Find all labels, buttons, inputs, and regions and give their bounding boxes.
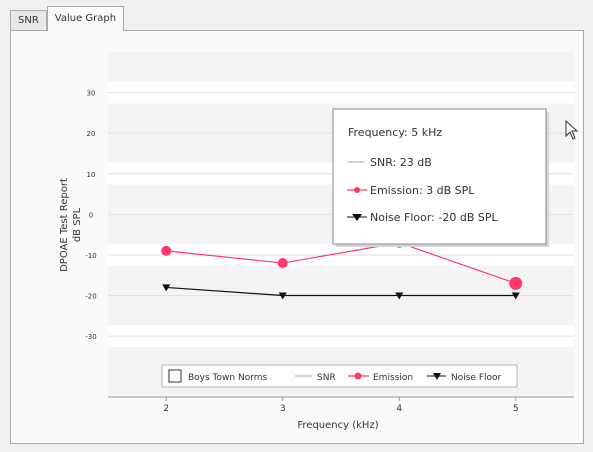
tooltip-emission-text: Emission: 3 dB SPL (370, 184, 475, 197)
legend-label-emission: Emission (373, 373, 413, 383)
y-tick-label: 30 (87, 90, 96, 98)
noise-floor-point[interactable] (395, 292, 404, 300)
tab-bar: SNR Value Graph (10, 6, 125, 31)
emission-point[interactable] (277, 258, 288, 269)
y-tick-label: -10 (85, 252, 96, 260)
y-axis-label-line2: dB SPL (72, 207, 83, 242)
emission-point[interactable] (509, 276, 523, 290)
legend: Boys Town Norms SNR Emission Noise Floor (161, 364, 518, 388)
y-tick-label: 20 (87, 130, 96, 138)
noise-floor-point[interactable] (278, 292, 287, 300)
y-tick-label: -20 (85, 293, 96, 301)
x-tick-label: 4 (396, 404, 402, 414)
noise-floor-point[interactable] (511, 292, 520, 300)
mouse-cursor-icon (565, 120, 579, 140)
tab-snr[interactable]: SNR (10, 10, 47, 31)
x-axis-ticks: 2 3 4 5 (163, 397, 519, 414)
y-tick-label: 10 (87, 171, 96, 179)
tooltip-noise-floor-text: Noise Floor: -20 dB SPL (370, 211, 498, 224)
x-tick-label: 2 (163, 404, 169, 414)
tooltip-emission-marker (354, 187, 360, 193)
noise-floor-line (166, 286, 516, 297)
tooltip-snr-text: SNR: 23 dB (370, 156, 432, 169)
tooltip-box (332, 108, 547, 245)
noise-floor-point[interactable] (162, 284, 171, 292)
y-tick-label: 0 (89, 211, 93, 219)
tab-value-graph[interactable]: Value Graph (46, 6, 125, 31)
y-axis-label-line1: DPOAE Test Report (59, 178, 70, 272)
emission-point[interactable] (161, 245, 172, 256)
tooltip-noise-floor-marker (352, 214, 362, 221)
tooltip-title: Frequency: 5 kHz (348, 126, 442, 139)
emission-line (166, 242, 516, 284)
grid-lines (108, 81, 574, 348)
legend-boys-town-norms-box[interactable] (168, 369, 182, 383)
legend-label-snr: SNR (317, 373, 336, 383)
legend-frame (161, 364, 518, 388)
legend-label-boys-town-norms: Boys Town Norms (188, 373, 268, 383)
x-tick-label: 3 (280, 404, 286, 414)
hover-tooltip: Frequency: 5 kHz SNR: 23 dB Emission: 3 … (332, 108, 549, 247)
legend-label-noise-floor: Noise Floor (451, 373, 502, 383)
x-axis-label: Frequency (kHz) (297, 420, 378, 431)
y-tick-label: -30 (85, 333, 96, 341)
legend-emission-marker (354, 372, 362, 380)
x-tick-label: 5 (513, 404, 519, 414)
y-axis-ticks: 30 20 10 0 -10 -20 -30 (85, 90, 96, 342)
legend-noise-floor-marker (433, 373, 441, 380)
